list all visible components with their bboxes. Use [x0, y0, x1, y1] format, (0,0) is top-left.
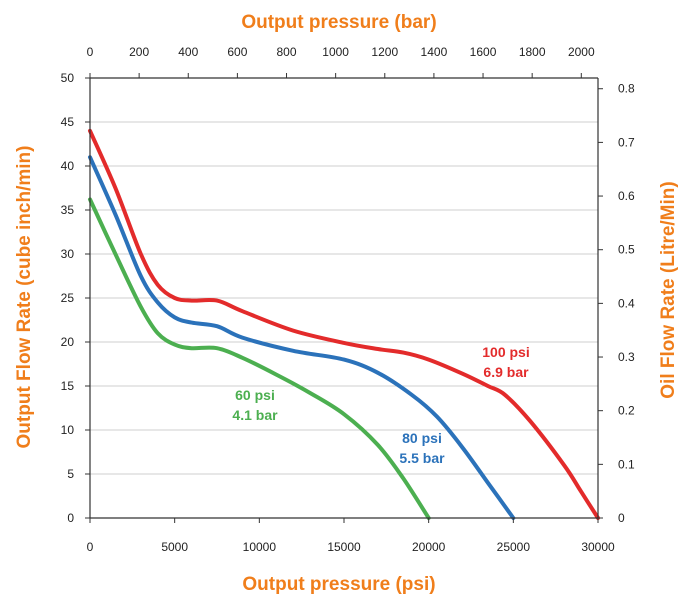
- right-tick-label: 0: [618, 511, 625, 525]
- top-tick-label: 600: [227, 45, 247, 59]
- top-tick-label: 2000: [568, 45, 595, 59]
- right-tick-label: 0.6: [618, 189, 635, 203]
- series-label-100psi-line1: 100 psi: [482, 344, 529, 360]
- bottom-tick-label: 5000: [161, 540, 188, 554]
- bottom-tick-label: 20000: [412, 540, 446, 554]
- series-line-60psi: [88, 197, 431, 520]
- top-tick-label: 200: [129, 45, 149, 59]
- top-tick-label: 0: [87, 45, 94, 59]
- left-tick-label: 15: [61, 379, 75, 393]
- top-tick-label: 400: [178, 45, 198, 59]
- left-tick-label: 25: [61, 291, 75, 305]
- bottom-tick-label: 0: [87, 540, 94, 554]
- right-tick-label: 0.7: [618, 135, 635, 149]
- left-tick-label: 35: [61, 203, 75, 217]
- axes: [85, 73, 603, 523]
- series-line-100psi: [88, 128, 600, 520]
- left-tick-label: 50: [61, 71, 75, 85]
- series-label-80psi-line1: 80 psi: [402, 430, 442, 446]
- right-tick-label: 0.4: [618, 296, 635, 310]
- top-tick-label: 800: [277, 45, 297, 59]
- right-tick-label: 0.2: [618, 404, 635, 418]
- bottom-tick-label: 25000: [497, 540, 531, 554]
- top-tick-label: 1200: [371, 45, 398, 59]
- bottom-tick-label: 30000: [581, 540, 615, 554]
- right-tick-label: 0.1: [618, 457, 635, 471]
- right-tick-label: 0.3: [618, 350, 635, 364]
- right-tick-label: 0.5: [618, 243, 635, 257]
- bottom-axis-title: Output pressure (psi): [242, 574, 435, 595]
- series-label-60psi-line1: 60 psi: [235, 387, 275, 403]
- left-tick-label: 5: [67, 467, 74, 481]
- series-label-60psi-line2: 4.1 bar: [232, 407, 278, 423]
- left-tick-label: 30: [61, 247, 75, 261]
- top-axis-title: Output pressure (bar): [241, 12, 436, 33]
- right-axis-title: Oil Flow Rate (Litre/Min): [658, 181, 679, 398]
- right-tick-label: 0.8: [618, 82, 635, 96]
- series-line-80psi: [88, 155, 516, 520]
- series-label-100psi-line2: 6.9 bar: [483, 364, 529, 380]
- series-lines: [88, 128, 600, 520]
- bottom-tick-label: 15000: [327, 540, 361, 554]
- left-axis-title: Output Flow Rate (cube inch/min): [14, 146, 35, 449]
- series-label-80psi-line2: 5.5 bar: [399, 450, 445, 466]
- top-tick-label: 1000: [322, 45, 349, 59]
- top-tick-label: 1400: [421, 45, 448, 59]
- left-tick-label: 0: [67, 511, 74, 525]
- bottom-tick-label: 10000: [243, 540, 277, 554]
- left-tick-label: 20: [61, 335, 75, 349]
- top-tick-label: 1800: [519, 45, 546, 59]
- left-tick-label: 45: [61, 115, 75, 129]
- left-tick-label: 10: [61, 423, 75, 437]
- left-tick-label: 40: [61, 159, 75, 173]
- top-tick-label: 1600: [470, 45, 497, 59]
